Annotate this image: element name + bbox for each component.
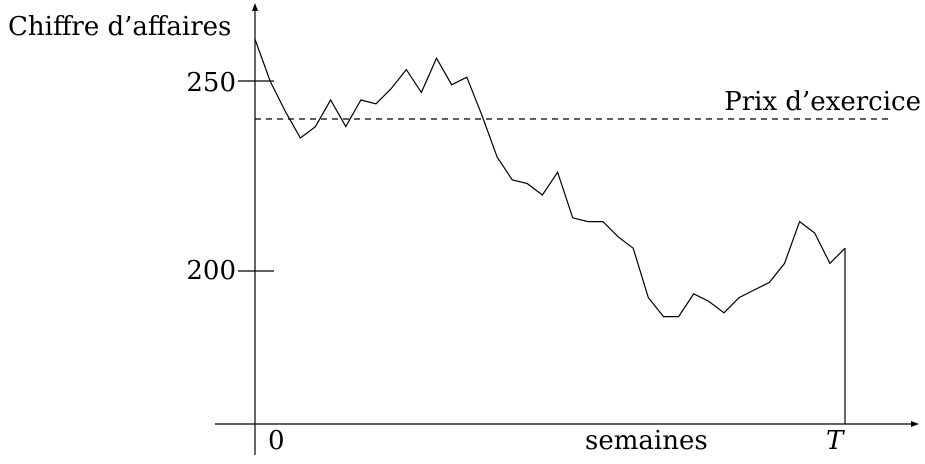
reference-line-label: Prix d’exercice xyxy=(724,87,921,117)
y-axis-label: Chiffre d’affaires xyxy=(8,12,231,42)
y-tick-label-200: 200 xyxy=(186,256,236,286)
y-axis-arrow xyxy=(252,3,258,11)
x-axis-arrow xyxy=(911,421,919,427)
series-line-0 xyxy=(254,38,846,318)
y-tick-label-250: 250 xyxy=(186,68,236,98)
chart-marks xyxy=(238,38,892,424)
x-axis-label: semaines xyxy=(585,426,708,456)
x-start-label: 0 xyxy=(268,426,285,456)
x-end-label: T xyxy=(826,426,845,456)
